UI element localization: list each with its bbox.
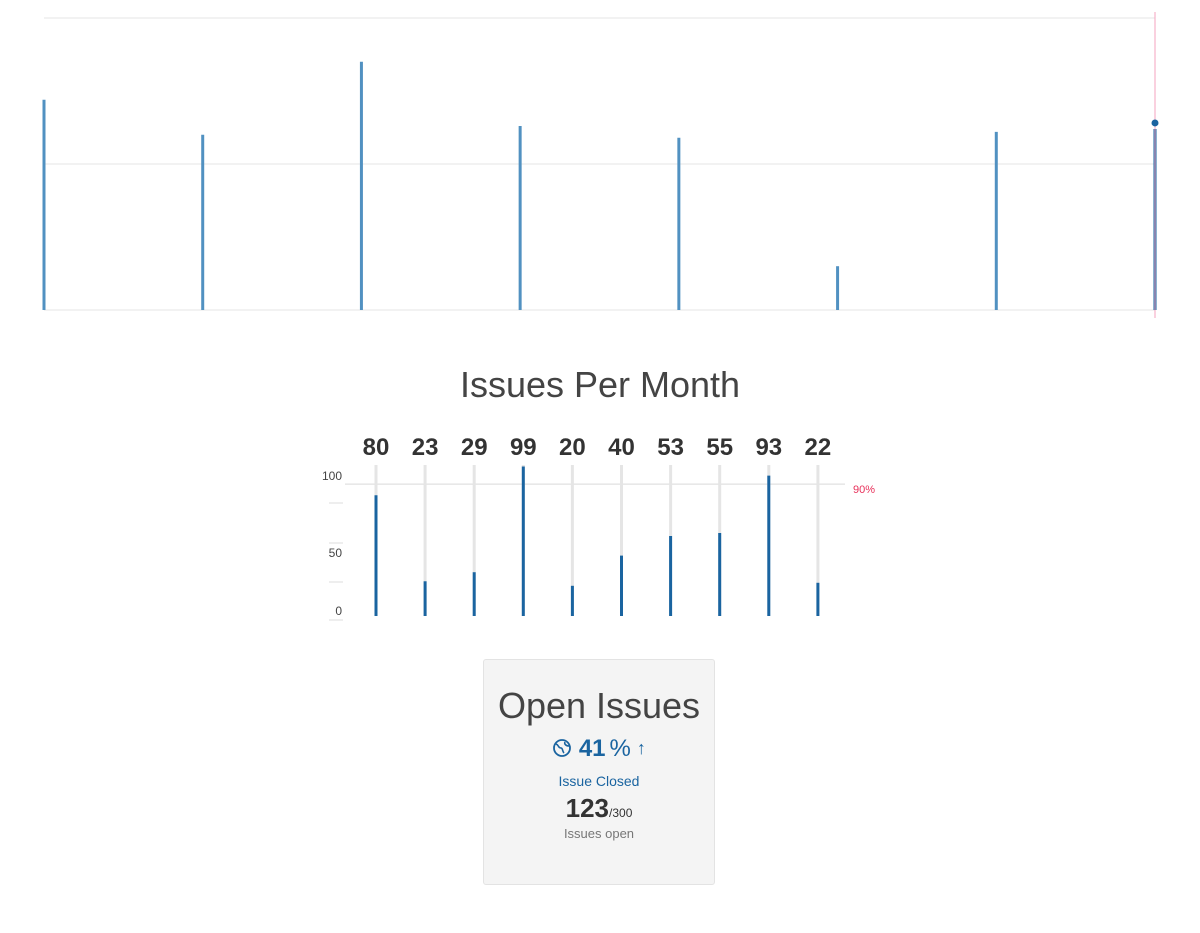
kpi-value: 41 [578, 735, 606, 762]
total-max: /300 [609, 806, 633, 820]
data-label: 93 [755, 434, 782, 461]
trend-up-icon: ↑ [636, 738, 646, 758]
issues-per-month-chart: 100 50 0 90% 80 23 29 99 20 40 53 55 93 22 [322, 434, 875, 621]
data-label: 99 [510, 434, 537, 461]
data-label: 80 [363, 434, 390, 461]
spark-hover-cursor [1151, 12, 1159, 318]
total-caption: Issues open [563, 826, 635, 841]
data-label: 22 [805, 434, 832, 461]
total-row: 123/300 [484, 793, 714, 824]
spark-bar-chart [42, 12, 1159, 318]
kpi-row: 41% ↑ [484, 734, 714, 765]
chart-title: Issues Per Month [459, 364, 741, 405]
kpi-caption: Issue Closed [558, 773, 640, 789]
bar-marks [374, 465, 820, 616]
y-tick-label: 0 [335, 604, 342, 618]
data-label: 23 [412, 434, 439, 461]
threshold-label: 90% [853, 484, 875, 496]
card-title: Open Issues [497, 685, 701, 726]
hover-marker [1151, 119, 1159, 127]
y-tick-label: 100 [322, 469, 342, 483]
globe-icon [552, 737, 572, 765]
kpi-unit: % [609, 735, 631, 762]
data-label: 55 [706, 434, 733, 461]
data-label: 29 [461, 434, 488, 461]
data-labels: 80 23 29 99 20 40 53 55 93 22 [363, 434, 832, 461]
data-label: 20 [559, 434, 586, 461]
y-axis: 100 50 0 [322, 469, 343, 621]
total-value: 123 [565, 793, 610, 823]
threshold: 90% [345, 483, 875, 496]
data-label: 53 [657, 434, 684, 461]
data-label: 40 [608, 434, 635, 461]
y-tick-label: 50 [329, 546, 343, 560]
open-issues-card: Open Issues 41% ↑ Issue Closed 123/300 Is… [483, 659, 715, 885]
spark-grid [44, 17, 1155, 311]
